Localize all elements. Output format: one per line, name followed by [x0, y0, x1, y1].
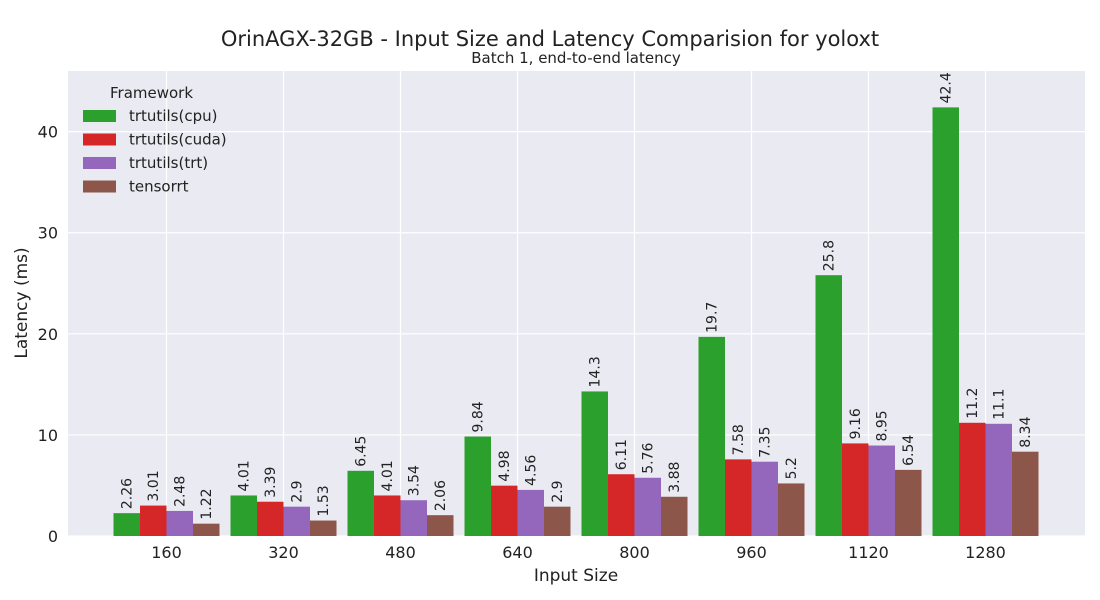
bar: [932, 107, 959, 537]
bar-value-label: 4.98: [497, 450, 513, 481]
bar-value-label: 8.34: [1018, 416, 1034, 447]
y-tick-label: 30: [38, 224, 58, 243]
legend-entry: trtutils(trt): [129, 154, 208, 172]
bar-labels: 2.26 4.01 6.45 9.84 14.3 19.7 25.8 42.4 3.01 3.39…: [120, 72, 1035, 520]
legend-title: Framework: [110, 84, 193, 102]
bar-value-label: 7.58: [731, 424, 747, 455]
legend-swatch: [83, 180, 116, 193]
bar: [400, 500, 427, 536]
bar-value-label: 8.95: [875, 410, 891, 441]
bar: [347, 470, 374, 536]
bar-value-label: 1.22: [199, 488, 215, 519]
x-tick-label: 960: [736, 543, 767, 562]
bar-value-label: 2.06: [433, 480, 449, 511]
y-tick-label: 0: [48, 527, 58, 546]
bar-value-label: 2.48: [173, 476, 189, 507]
plot-area: [68, 71, 1085, 536]
bars: [113, 107, 1039, 537]
bar: [634, 477, 661, 536]
legend-swatch: [83, 110, 116, 122]
bar: [1012, 451, 1039, 536]
bar: [725, 459, 752, 536]
bar: [374, 495, 401, 536]
bar-value-label: 6.11: [614, 439, 630, 470]
bar: [751, 461, 778, 536]
bar: [491, 485, 518, 536]
bar: [517, 489, 544, 536]
bar-value-label: 2.9: [550, 480, 566, 502]
bar: [608, 474, 635, 536]
x-axis-label: Input Size: [534, 566, 618, 586]
y-axis-label: Latency (ms): [12, 247, 32, 358]
legend-swatch: [83, 157, 116, 169]
x-tick-labels: 160 320 480 640 800 960 1120 1280: [151, 543, 1006, 562]
bar: [959, 422, 986, 536]
bar: [193, 523, 220, 536]
bar: [815, 275, 842, 536]
bar: [842, 443, 869, 536]
bar-value-label: 3.54: [407, 465, 423, 496]
bar: [166, 510, 193, 536]
y-tick-label: 40: [38, 123, 58, 142]
x-tick-label: 480: [385, 543, 416, 562]
chart-title: OrinAGX-32GB - Input Size and Latency Co…: [221, 27, 879, 51]
legend-entry: tensorrt: [129, 178, 189, 196]
grid-lines: [68, 71, 1085, 537]
bar: [895, 469, 922, 536]
bar-value-label: 11.2: [965, 388, 981, 419]
bar-value-label: 11.1: [992, 389, 1008, 420]
bar-value-label: 3.01: [146, 470, 162, 501]
bar: [985, 423, 1012, 536]
bar-value-label: 4.56: [524, 455, 540, 486]
y-tick-label: 10: [38, 426, 58, 445]
bar-value-label: 25.8: [822, 240, 838, 271]
bar-value-label: 5.2: [784, 457, 800, 479]
bar-value-label: 4.01: [380, 460, 396, 491]
bar: [257, 501, 284, 536]
legend-entry: trtutils(cpu): [129, 107, 217, 125]
chart-subtitle: Batch 1, end-to-end latency: [471, 49, 681, 67]
x-tick-label: 160: [151, 543, 182, 562]
bar-value-label: 42.4: [939, 72, 955, 103]
x-tick-label: 640: [502, 543, 533, 562]
bar: [544, 506, 571, 536]
bar: [310, 520, 337, 536]
bar: [464, 436, 491, 536]
bar: [778, 483, 805, 536]
bar-value-label: 6.54: [901, 435, 917, 466]
bar-value-label: 1.53: [316, 485, 332, 516]
bar-value-label: 3.88: [667, 462, 683, 493]
bar: [868, 445, 895, 536]
bar-value-label: 5.76: [641, 443, 657, 474]
bar-value-label: 2.26: [120, 478, 136, 509]
bar: [283, 506, 310, 536]
x-tick-label: 320: [268, 543, 299, 562]
bar-value-label: 9.84: [471, 401, 487, 432]
bar-value-label: 6.45: [354, 436, 370, 467]
bar-value-label: 14.3: [588, 356, 604, 387]
x-tick-label: 1280: [965, 543, 1006, 562]
x-tick-label: 1120: [848, 543, 889, 562]
legend-entry: trtutils(cuda): [129, 131, 227, 149]
bar: [140, 505, 167, 536]
bar-value-label: 19.7: [705, 302, 721, 333]
bar-value-label: 4.01: [237, 460, 253, 491]
bar-value-label: 2.9: [290, 480, 306, 502]
legend: Framework trtutils(cpu) trtutils(cuda) trt…: [83, 84, 227, 196]
bar: [581, 391, 608, 536]
bar: [661, 496, 688, 536]
bar-value-label: 7.35: [758, 427, 774, 458]
bar-value-label: 3.39: [263, 467, 279, 498]
bar-value-label: 9.16: [848, 408, 864, 439]
bar: [113, 513, 140, 536]
legend-swatch: [83, 133, 116, 146]
y-tick-labels: 0 10 20 30 40: [38, 123, 58, 546]
bar: [427, 515, 454, 536]
bar: [698, 336, 725, 536]
bar: [230, 495, 257, 536]
x-tick-label: 800: [619, 543, 650, 562]
y-tick-label: 20: [38, 325, 58, 344]
